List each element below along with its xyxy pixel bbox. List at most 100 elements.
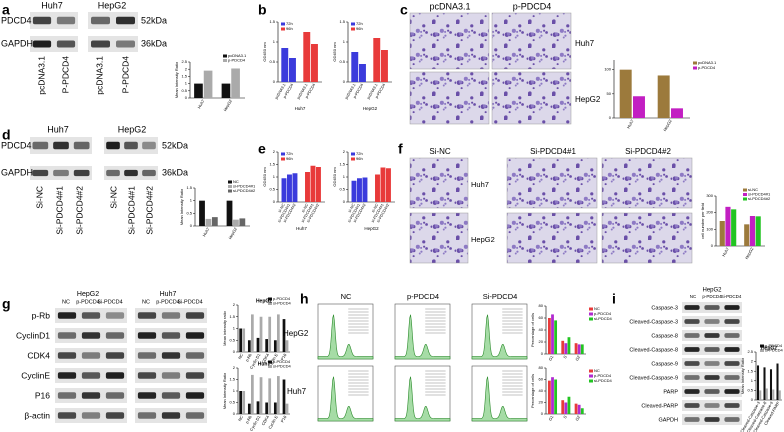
x-tick-label: si-NC [301,203,309,213]
bar [242,328,246,352]
legend-swatch [228,189,232,193]
x-tick-label: p-PDCD4 [353,83,365,99]
bar [719,221,725,246]
label: Si-PDCD4 [97,299,122,305]
label: CyclinE [21,370,50,380]
chart-title: HepG2 [256,298,272,304]
blot-band [53,141,69,150]
x-tick-label: S [562,414,568,419]
blot-band [56,16,76,25]
blot [88,12,138,29]
x-tick-label: G2 [574,354,581,362]
bar [381,50,388,82]
panel-letter: f [398,141,403,157]
legend-swatch [693,61,697,65]
y-tick-label: 1 [343,174,346,179]
legend-swatch [281,27,285,31]
x-axis-label: HepG2 [363,106,378,111]
legend-swatch [589,374,593,378]
y-tick-label: 0 [711,243,714,248]
bar [554,379,558,414]
legend-swatch [223,54,227,58]
bar [375,174,380,202]
bar [285,403,289,414]
bar [580,408,584,414]
flow-histogram [471,314,528,360]
y-tick-label: 1.5 [747,368,753,373]
flow-histogram [394,314,451,360]
blot-band [105,312,125,319]
bar [268,316,272,352]
micrograph [409,157,469,209]
y-tick-label: 1.5 [186,185,192,190]
bar [749,216,756,246]
bar [292,173,298,202]
label: NC [690,294,697,299]
blot-band [105,352,125,359]
x-tick-label: p-Rb [244,414,253,425]
y-tick-label: 1.5 [269,19,275,24]
label: HepG2 [283,329,309,338]
bar [551,314,554,354]
x-axis-label: Huh7 [296,226,307,231]
legend-label: si-PDCD4#1 [233,184,256,189]
blot-band [724,361,740,366]
x-axis-label: HepG2 [364,226,379,231]
blot-band [704,389,720,394]
blot-band [704,305,720,310]
bar [282,379,286,414]
lane-label: pcDNA3.1 [36,56,46,95]
blot-band [704,417,720,422]
y-tick-label: 40 [539,327,544,332]
blot-band [105,332,125,339]
y-tick-label: 1.5 [339,162,345,167]
y-axis-label: Mean intensity ratio [222,310,227,345]
lane-label: Si-PDCD4#1 [126,186,136,235]
label: p-PDCD4 [156,299,180,305]
flow-histogram [317,376,374,422]
legend-swatch [760,349,764,352]
y-tick-label: 0 [541,351,544,356]
blot-band [684,361,700,366]
y-tick-label: 300 [706,193,713,198]
blot-band [105,392,125,399]
bar [194,83,203,98]
legend-swatch [743,197,747,201]
label: NC [142,299,150,305]
legend-label: si-PDCD4 [594,378,613,383]
blot-band [91,40,110,48]
bar [211,217,218,226]
y-tick-label: 1 [751,378,754,383]
blot-band [684,305,700,310]
label: HepG2 [98,0,127,10]
bar [239,218,246,226]
label: Si-PDCD4 [177,299,202,305]
blot-band [161,312,181,319]
legend-label: si-NC [748,187,758,192]
flow-histogram [317,314,374,360]
micrograph [601,212,693,264]
y-tick-label: 0 [233,411,236,416]
label: GAPDH [658,417,678,423]
blot-band [185,312,205,319]
legend-label: si-PDCD4 [765,348,784,353]
legend-label: p-PDCD4 [273,359,291,364]
bar [385,168,391,202]
micrograph [506,157,598,209]
blot-band [57,372,77,379]
blot [30,36,78,52]
y-tick-label: 0.5 [229,400,235,405]
label: Cleaved-Caspase-3 [629,319,678,325]
y-tick-label: 0.5 [269,187,275,192]
bar [357,178,362,202]
blot-band [57,352,77,359]
bar [247,340,251,352]
flow-frame [471,365,528,422]
x-tick-label: Cyclin E [267,414,279,429]
legend-swatch [589,379,593,383]
legend-swatch [351,27,355,31]
bar [373,38,381,82]
legend-swatch [268,297,272,301]
bar [259,316,263,352]
